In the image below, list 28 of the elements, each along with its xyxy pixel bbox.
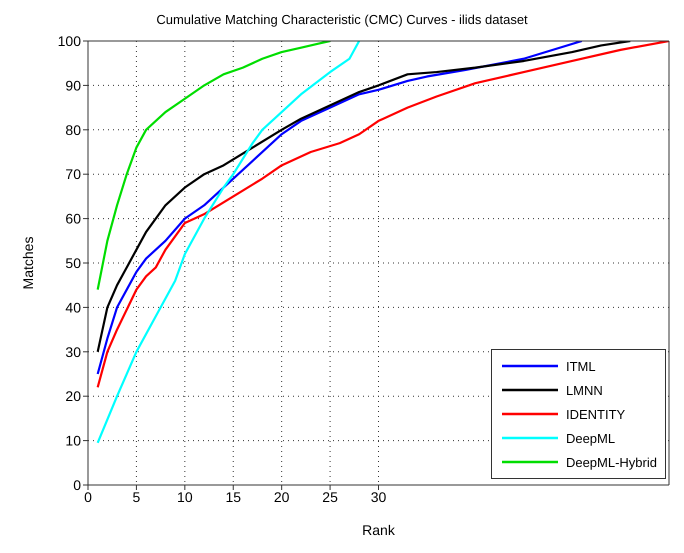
x-tick-label: 5 [132,488,141,505]
legend-label: LMNN [566,382,603,398]
y-tick-label: 100 [58,32,82,49]
y-tick-label: 10 [65,432,82,449]
legend-label: ITML [566,358,596,374]
x-tick-label: 10 [177,488,193,505]
x-axis-title: Rank [362,522,396,538]
y-tick-label: 40 [65,299,82,316]
legend-label: DeepML-Hybrid [566,454,657,470]
legend-label: IDENTITY [566,406,626,422]
x-tick-label: 15 [225,488,242,505]
y-tick-label: 90 [65,77,82,94]
y-tick-label: 70 [65,166,82,182]
x-tick-label: 20 [274,488,290,505]
y-tick-label: 30 [65,344,82,360]
legend-label: DeepML [566,430,616,446]
y-tick-label: 80 [65,122,82,138]
y-tick-label: 50 [65,254,82,271]
y-tick-label: 20 [65,388,82,404]
y-tick-label: 60 [65,210,82,227]
line-series [96,41,332,291]
y-axis-title: Matches [20,236,36,290]
line-series [96,41,360,444]
y-tick-label: 0 [73,476,82,493]
x-tick-label: 25 [322,488,338,505]
x-tick-label: 30 [370,488,386,505]
chart-title: Cumulative Matching Characteristic (CMC) Curves - ilids dataset [155,11,529,29]
x-tick-label: 0 [84,488,92,505]
